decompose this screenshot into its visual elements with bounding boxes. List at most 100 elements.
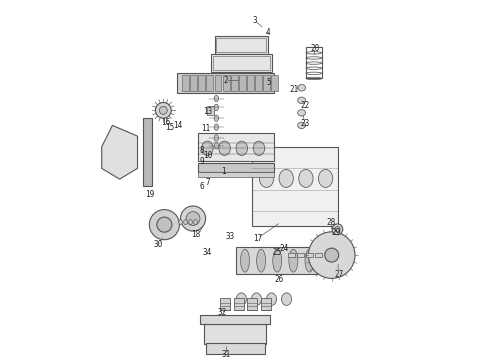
Bar xyxy=(198,132,273,161)
Text: 18: 18 xyxy=(191,230,200,239)
Text: 32: 32 xyxy=(217,308,226,317)
Bar xyxy=(252,147,338,226)
Text: 34: 34 xyxy=(203,248,212,257)
Text: 25: 25 xyxy=(272,248,282,257)
Bar xyxy=(198,163,273,172)
Text: 9: 9 xyxy=(200,157,204,166)
Circle shape xyxy=(157,217,172,232)
Text: 10: 10 xyxy=(203,151,212,160)
Ellipse shape xyxy=(279,170,294,187)
Bar xyxy=(200,315,270,324)
Text: 6: 6 xyxy=(200,182,204,191)
Text: 13: 13 xyxy=(203,107,212,116)
Bar xyxy=(198,75,205,91)
Bar xyxy=(315,253,322,257)
Ellipse shape xyxy=(214,104,219,111)
Text: 27: 27 xyxy=(334,270,343,279)
Text: 24: 24 xyxy=(280,244,289,253)
Ellipse shape xyxy=(241,249,249,272)
Text: 19: 19 xyxy=(146,190,155,199)
Bar xyxy=(297,253,304,257)
Bar xyxy=(143,118,152,186)
Bar xyxy=(255,75,262,91)
Text: 15: 15 xyxy=(166,123,175,132)
Bar xyxy=(236,247,317,274)
Bar xyxy=(204,324,267,344)
Text: 3: 3 xyxy=(252,16,257,25)
Text: 4: 4 xyxy=(266,28,270,37)
Text: 1: 1 xyxy=(221,167,226,176)
Bar xyxy=(239,75,245,91)
Bar xyxy=(207,106,214,114)
Text: 26: 26 xyxy=(274,275,283,284)
Bar xyxy=(263,75,270,91)
Bar xyxy=(215,36,269,54)
Bar xyxy=(220,298,230,310)
Text: 7: 7 xyxy=(205,178,210,187)
Ellipse shape xyxy=(297,110,306,116)
Polygon shape xyxy=(102,125,138,179)
Ellipse shape xyxy=(179,220,182,225)
Text: 30: 30 xyxy=(154,240,163,249)
Ellipse shape xyxy=(305,249,314,272)
Text: 29: 29 xyxy=(332,228,341,237)
Ellipse shape xyxy=(257,249,266,272)
Circle shape xyxy=(159,107,167,114)
Circle shape xyxy=(325,248,339,262)
Ellipse shape xyxy=(335,226,340,232)
Ellipse shape xyxy=(297,97,306,104)
Text: 28: 28 xyxy=(326,218,336,227)
Ellipse shape xyxy=(214,124,219,130)
Text: 21: 21 xyxy=(290,85,299,94)
Text: 5: 5 xyxy=(267,78,271,87)
Ellipse shape xyxy=(194,220,197,225)
Bar xyxy=(231,75,238,91)
Circle shape xyxy=(149,210,179,240)
Ellipse shape xyxy=(202,141,213,156)
Ellipse shape xyxy=(259,170,273,187)
Bar xyxy=(211,54,272,72)
Bar xyxy=(206,343,265,354)
Bar xyxy=(234,298,244,310)
Bar xyxy=(222,75,229,91)
Ellipse shape xyxy=(289,249,298,272)
Circle shape xyxy=(155,103,171,118)
Ellipse shape xyxy=(236,293,246,305)
Text: 2: 2 xyxy=(223,76,228,85)
Bar xyxy=(261,298,271,310)
Ellipse shape xyxy=(253,141,265,156)
Bar xyxy=(306,47,321,78)
Text: 11: 11 xyxy=(201,125,210,134)
Ellipse shape xyxy=(251,293,262,305)
Text: 22: 22 xyxy=(300,101,310,110)
Ellipse shape xyxy=(189,220,193,225)
Ellipse shape xyxy=(214,135,219,141)
Bar xyxy=(182,75,189,91)
Circle shape xyxy=(180,206,206,231)
Ellipse shape xyxy=(184,220,187,225)
Text: 17: 17 xyxy=(253,234,262,243)
Bar xyxy=(215,75,221,91)
Bar xyxy=(198,172,273,177)
Ellipse shape xyxy=(236,141,247,156)
Bar xyxy=(217,37,267,52)
Text: 31: 31 xyxy=(221,350,230,359)
Ellipse shape xyxy=(297,122,306,129)
Bar xyxy=(206,75,214,91)
Ellipse shape xyxy=(282,293,292,305)
Text: 33: 33 xyxy=(225,232,235,241)
Bar xyxy=(190,75,197,91)
Bar xyxy=(247,75,254,91)
Ellipse shape xyxy=(219,141,230,156)
Circle shape xyxy=(186,212,200,225)
Bar xyxy=(177,73,273,93)
Bar xyxy=(213,55,270,70)
Ellipse shape xyxy=(297,85,306,91)
Ellipse shape xyxy=(299,170,313,187)
Text: 23: 23 xyxy=(300,119,310,128)
Ellipse shape xyxy=(332,224,343,235)
Bar xyxy=(288,253,295,257)
Ellipse shape xyxy=(267,293,276,305)
Ellipse shape xyxy=(273,249,282,272)
Circle shape xyxy=(308,232,355,278)
